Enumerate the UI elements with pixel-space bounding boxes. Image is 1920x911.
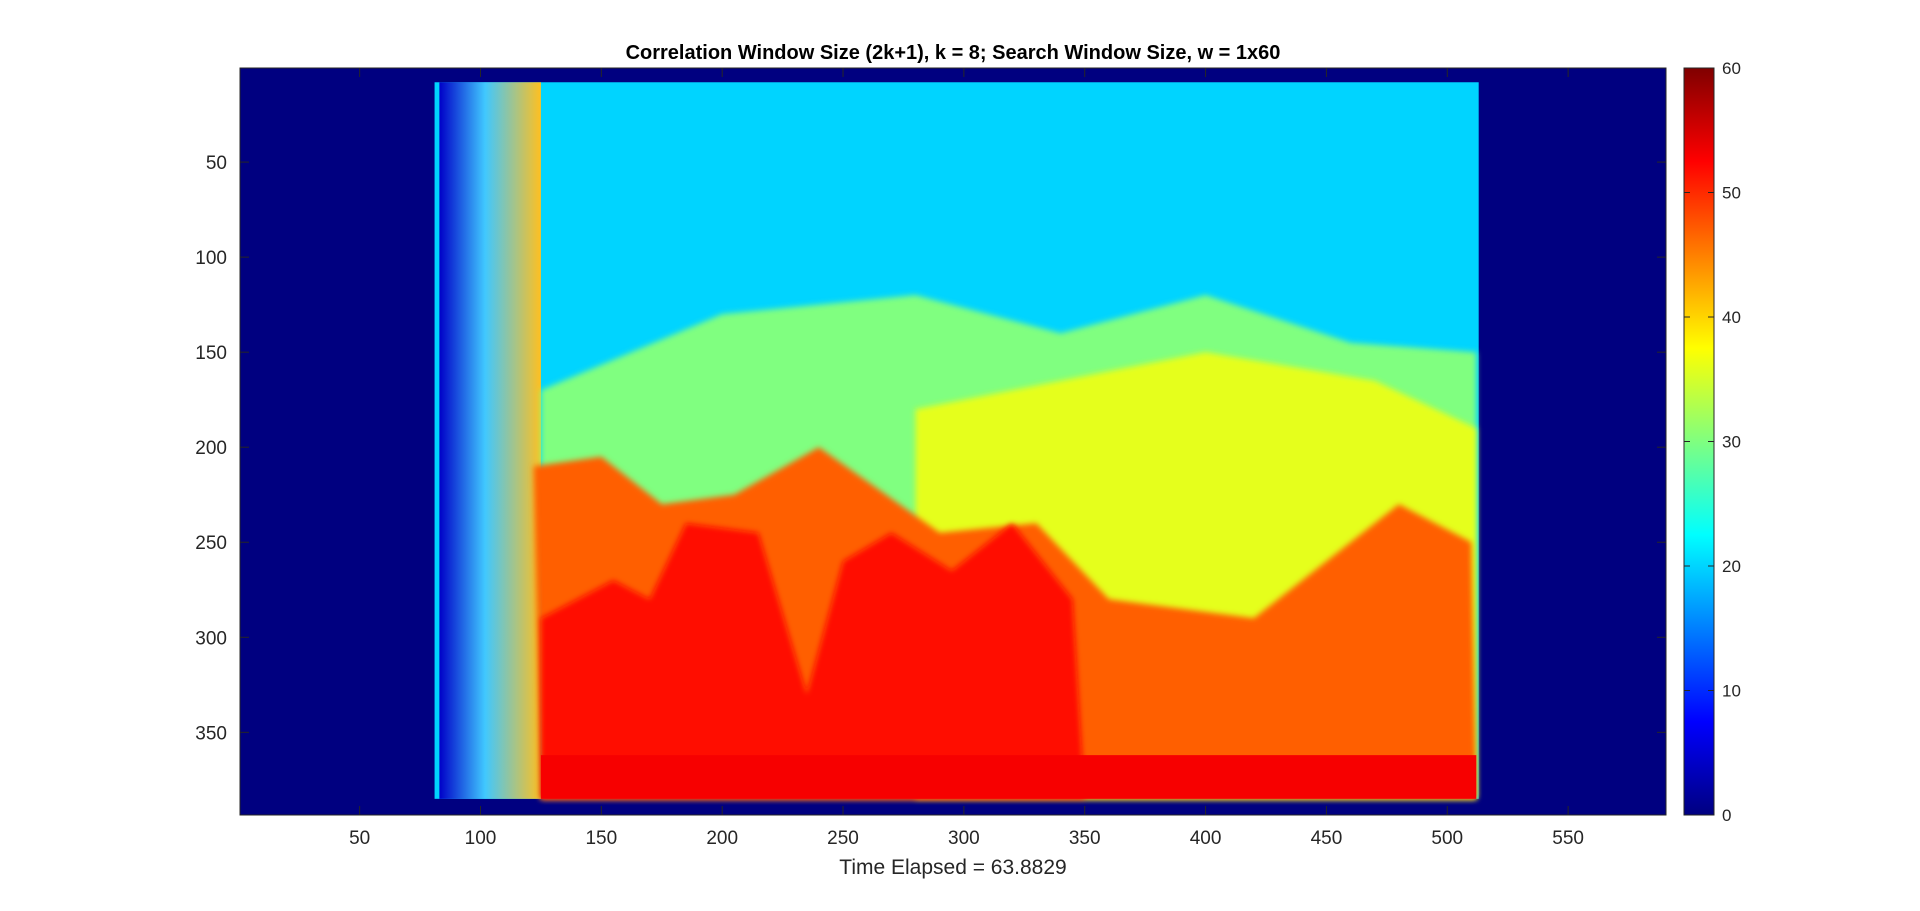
y-tick-label: 350 [195,723,227,744]
x-tick-label: 200 [706,828,738,849]
x-tick-label: 350 [1069,828,1101,849]
colorbar-ticks: 0 10 20 30 40 50 60 [1684,59,1741,825]
colorbar-tick-label: 60 [1722,59,1741,78]
chart-title: Correlation Window Size (2k+1), k = 8; S… [626,42,1281,64]
colorbar-tick-label: 20 [1722,557,1741,576]
y-tick-label: 250 [195,533,227,554]
y-axis: 50 100 150 200 250 300 350 [195,153,1666,744]
colorbar-tick-label: 40 [1722,308,1741,327]
x-axis-label: Time Elapsed = 63.8829 [839,856,1066,879]
y-tick-label: 50 [206,153,227,174]
axes-frame [239,67,1667,816]
colorbar-tick-label: 0 [1722,806,1731,825]
x-tick-label: 450 [1311,828,1343,849]
plot-area [240,68,1666,815]
colorbar-tick-label: 50 [1722,184,1741,203]
y-tick-label: 200 [195,438,227,459]
x-tick-label: 400 [1190,828,1222,849]
x-tick-label: 100 [465,828,497,849]
y-tick-label: 150 [195,343,227,364]
y-tick-label: 300 [195,628,227,649]
heatmap-region-2 [439,82,541,799]
x-tick-label: 50 [349,828,370,849]
heatmap-region-7 [540,755,1477,799]
colorbar-tick-label: 10 [1722,682,1741,701]
colorbar-tick-label: 30 [1722,433,1741,452]
x-tick-label: 300 [948,828,980,849]
x-tick-label: 550 [1552,828,1584,849]
x-tick-label: 250 [827,828,859,849]
x-tick-label: 150 [585,828,617,849]
heatmap-region-6 [540,523,1085,799]
x-tick-label: 500 [1431,828,1463,849]
x-axis: 50 100 150 200 250 300 350 400 450 500 550 [349,68,1584,849]
y-tick-label: 100 [195,248,227,269]
